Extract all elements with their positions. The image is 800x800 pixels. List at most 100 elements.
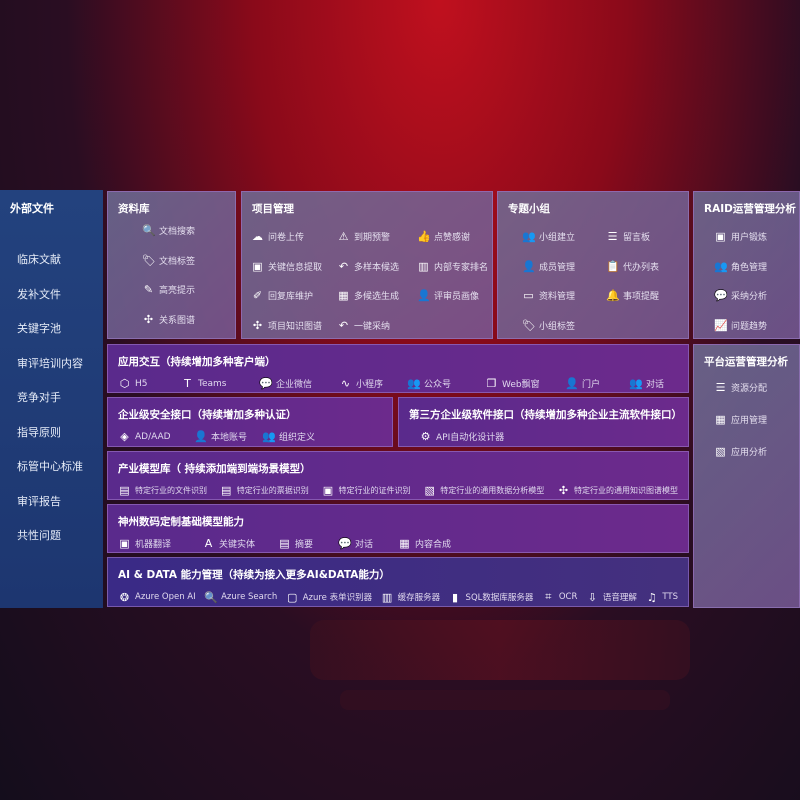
- clipboard-icon: 📋: [606, 259, 620, 273]
- sidebar-item[interactable]: 共性问题: [17, 529, 61, 542]
- feature-item[interactable]: 👤 评审员画像: [417, 281, 497, 311]
- folder-icon: ▭: [523, 289, 534, 303]
- knowledge-graph-icon: ✣: [558, 484, 569, 497]
- feature-item[interactable]: 📋 代办列表: [606, 252, 686, 282]
- feature-item[interactable]: ↶ 一键采纳: [337, 311, 417, 341]
- feature-item[interactable]: ⇩ 语音理解: [586, 590, 637, 604]
- feature-item[interactable]: ▭ 资料管理: [522, 281, 606, 311]
- feature-item[interactable]: ↶ 多样本候选: [337, 252, 417, 282]
- panel-title: 产业模型库（ 持续添加端到端场景模型）: [118, 463, 311, 475]
- feature-item[interactable]: ▦ 多候选生成: [337, 281, 417, 311]
- feature-item[interactable]: ▤ 摘要: [278, 537, 338, 550]
- html5-icon: ⬡: [119, 377, 130, 390]
- interaction-panel: 应用交互（持续增加多种客户端） ⬡ H5 T Teams 💬 企业微信 ∿ 小程序 👥 公众号 ❐ W…: [107, 344, 689, 393]
- feature-item[interactable]: ▥ 内部专家排名: [417, 252, 497, 282]
- feature-label: 对话: [355, 540, 374, 550]
- feature-item[interactable]: T Teams: [181, 377, 259, 390]
- sidebar-item[interactable]: 审评培训内容: [17, 356, 83, 370]
- feature-item[interactable]: ◈ AD/AAD: [118, 430, 194, 443]
- feature-item[interactable]: A 关键实体: [202, 537, 278, 550]
- feature-item[interactable]: 🔍 Azure Search: [204, 590, 277, 604]
- feature-label: 关系图谱: [159, 315, 196, 326]
- feature-item[interactable]: ▧ 特定行业的通用数据分析模型: [423, 484, 545, 497]
- feature-item[interactable]: ⚠ 到期预警: [337, 222, 417, 252]
- feature-item[interactable]: ▣ 关键信息提取: [251, 252, 337, 282]
- feature-label: 多候选生成: [354, 292, 400, 303]
- wechat-icon: 💬: [259, 377, 273, 390]
- feature-item[interactable]: ∿ 小程序: [339, 377, 407, 390]
- feature-item[interactable]: 👤 成员管理: [522, 252, 606, 282]
- feature-item[interactable]: ✎ 高亮提示: [142, 275, 232, 305]
- industry-panel: 产业模型库（ 持续添加端到端场景模型） ▤ 特定行业的文件识别 ▤ 特定行业的票据识别…: [107, 451, 689, 500]
- sidebar-item[interactable]: 竞争对手: [17, 391, 61, 404]
- organization-icon: 👥: [262, 430, 276, 443]
- feature-label: 问卷上传: [268, 233, 305, 244]
- feature-label: 文档搜索: [159, 227, 196, 238]
- feature-item[interactable]: 👥 对话: [629, 377, 689, 390]
- feature-item[interactable]: 💬 企业微信: [259, 377, 339, 390]
- feature-item[interactable]: ⌗ OCR: [542, 590, 577, 604]
- project-panel: 项目管理 ☁ 问卷上传 ⚠ 到期预警 👍 点赞感谢 ▣ 关键信息提取 ↶ 多样本候选 ▥ 内部专家排名…: [241, 191, 493, 339]
- sidebar-item[interactable]: 审评报告: [17, 494, 61, 508]
- feature-item[interactable]: 💬 采纳分析: [714, 281, 799, 311]
- feature-label: H5: [135, 378, 148, 389]
- feature-item[interactable]: ❐ Web飘窗: [485, 377, 565, 390]
- feature-item[interactable]: ✐ 回复库维护: [251, 281, 337, 311]
- feature-label: 组织定义: [279, 433, 316, 443]
- official-account-icon: 👥: [407, 377, 421, 390]
- feature-item[interactable]: ❂ Azure Open AI: [118, 590, 196, 604]
- sidebar-item[interactable]: 指导原则: [17, 425, 61, 439]
- feature-label: Web飘窗: [502, 380, 540, 390]
- feature-item[interactable]: 👤 本地账号: [194, 430, 262, 443]
- sidebar-item[interactable]: 临床文献: [17, 253, 61, 266]
- feature-item[interactable]: 👥 公众号: [407, 377, 485, 390]
- feature-item[interactable]: ✣ 项目知识图谱: [251, 311, 337, 341]
- local-account-icon: 👤: [194, 430, 208, 443]
- feature-item[interactable]: ▤ 特定行业的文件识别: [118, 484, 207, 497]
- teams-icon: T: [184, 377, 191, 390]
- file-icon: ▤: [119, 484, 130, 497]
- feature-item[interactable]: ⬡ H5: [118, 377, 181, 390]
- feature-item[interactable]: ▢ Azure 表单识别器: [286, 590, 372, 604]
- feature-item[interactable]: 🔍 文档搜索: [142, 216, 232, 246]
- alarm-icon: ⚠: [338, 230, 349, 244]
- feature-item[interactable]: 👤 门户: [565, 377, 629, 390]
- feature-item[interactable]: ☰ 留言板: [606, 222, 686, 252]
- list-icon: ☰: [715, 381, 726, 395]
- feature-item[interactable]: ⚙ API自动化设计器: [419, 430, 505, 443]
- feature-item[interactable]: 👥 小组建立: [522, 222, 606, 252]
- feature-item[interactable]: ▦ 应用管理: [714, 405, 799, 435]
- feature-item[interactable]: 🏷 小组标签: [522, 311, 606, 341]
- feature-item[interactable]: 👍 点赞感谢: [417, 222, 497, 252]
- form-recognizer-icon: ▢: [286, 590, 298, 604]
- sidebar-item[interactable]: 发补文件: [17, 287, 61, 301]
- feature-item[interactable]: ▣ 机器翻译: [118, 537, 202, 550]
- feature-item[interactable]: ▣ 用户锻炼: [714, 222, 799, 252]
- feature-item[interactable]: 🔔 事项提醒: [606, 281, 686, 311]
- feature-item[interactable]: ▧ 应用分析: [714, 437, 799, 467]
- apps-icon: ▦: [715, 413, 726, 427]
- sidebar-item[interactable]: 标管中心标准: [17, 460, 83, 473]
- feature-item[interactable]: ▥ 缓存服务器: [381, 590, 440, 604]
- feature-item[interactable]: ♫ TTS: [645, 590, 678, 604]
- feature-item[interactable]: ✣ 关系图谱: [142, 305, 232, 335]
- feature-item[interactable]: 👥 组织定义: [262, 430, 332, 443]
- feature-item[interactable]: 👥 角色管理: [714, 252, 799, 282]
- users-icon: 👥: [714, 259, 728, 273]
- feature-item[interactable]: ▮ SQL数据库服务器: [449, 590, 533, 604]
- feature-item[interactable]: ▦ 内容合成: [398, 537, 478, 550]
- panel-title: 神州数码定制基础模型能力: [118, 516, 244, 528]
- entity-icon: A: [204, 537, 213, 550]
- platform-panel: 平台运营管理分析 ☰ 资源分配 ▦ 应用管理 ▧ 应用分析: [693, 344, 800, 608]
- feature-item[interactable]: ✣ 特定行业的通用知识图谱模型: [557, 484, 678, 497]
- summary-icon: ▤: [279, 537, 290, 550]
- feature-item[interactable]: 💬 对话: [338, 537, 398, 550]
- feature-item[interactable]: ☁ 问卷上传: [251, 222, 337, 252]
- sidebar-item[interactable]: 关键字池: [17, 322, 61, 335]
- feature-item[interactable]: ☰ 资源分配: [714, 373, 799, 403]
- feature-item[interactable]: ▣ 特定行业的证件识别: [322, 484, 411, 497]
- feature-item[interactable]: 🏷 文档标签: [142, 246, 232, 276]
- feature-item[interactable]: ▤ 特定行业的票据识别: [220, 484, 309, 497]
- panel-title: 资料库: [118, 203, 150, 215]
- feature-item[interactable]: 📈 问题趋势: [714, 311, 799, 341]
